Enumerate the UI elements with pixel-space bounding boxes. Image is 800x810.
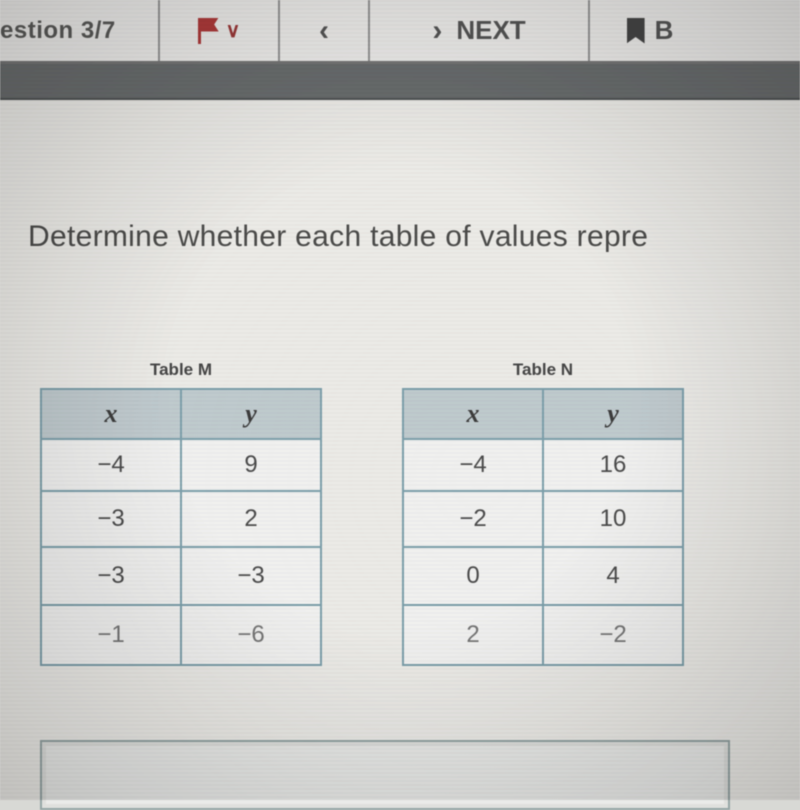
question-counter-label: estion 3/7 [0,17,116,45]
table-m: x y −49 −32 −3−3 −1−6 [40,388,322,666]
table-m-caption: Table M [150,360,212,380]
cell: −4 [403,439,543,491]
next-button[interactable]: › NEXT [370,0,590,61]
table-row: 2−2 [403,605,683,665]
flag-icon [198,18,220,44]
cell: −4 [41,439,181,491]
cell: −6 [181,605,321,665]
cell: −2 [403,491,543,547]
content-area: Determine whether each table of values r… [0,100,800,800]
table-row: −416 [403,439,683,491]
table-row: −3−3 [41,547,321,605]
col-header-x: x [403,389,543,439]
chevron-right-icon: › [432,16,442,46]
table-row: −32 [41,491,321,547]
bookmark-label-fragment: B [655,15,674,46]
col-header-x: x [41,389,181,439]
cell: −3 [41,491,181,547]
col-header-y: y [543,389,683,439]
chevron-left-icon: ‹ [319,16,329,46]
cell: 2 [403,605,543,665]
bookmark-icon [627,18,645,44]
question-counter: estion 3/7 [0,0,160,61]
cell: −3 [41,547,181,605]
table-row: −210 [403,491,683,547]
table-header-row: x y [41,389,321,439]
cell: 16 [543,439,683,491]
cell: 9 [181,439,321,491]
table-n: x y −416 −210 04 2−2 [402,388,684,666]
prev-button[interactable]: ‹ [280,0,370,61]
table-m-block: Table M x y −49 −32 −3−3 −1−6 [40,360,322,666]
cell: 0 [403,547,543,605]
cell: 4 [543,547,683,605]
cell: 10 [543,491,683,547]
col-header-y: y [181,389,321,439]
next-label: NEXT [456,15,525,46]
cell: −2 [543,605,683,665]
toolbar-divider [0,64,800,100]
toolbar: estion 3/7 ∨ ‹ › NEXT B [0,0,800,64]
question-text: Determine whether each table of values r… [28,220,648,254]
table-header-row: x y [403,389,683,439]
table-row: −1−6 [41,605,321,665]
table-row: 04 [403,547,683,605]
bookmark-button[interactable]: B [590,0,710,61]
table-n-caption: Table N [513,360,573,380]
cell: 2 [181,491,321,547]
table-n-block: Table N x y −416 −210 04 2−2 [402,360,684,666]
cell: −1 [41,605,181,665]
table-row: −49 [41,439,321,491]
chevron-down-icon: ∨ [226,18,241,43]
cell: −3 [181,547,321,605]
tables-container: Table M x y −49 −32 −3−3 −1−6 Table N x … [40,360,684,666]
flag-button[interactable]: ∨ [160,0,280,61]
